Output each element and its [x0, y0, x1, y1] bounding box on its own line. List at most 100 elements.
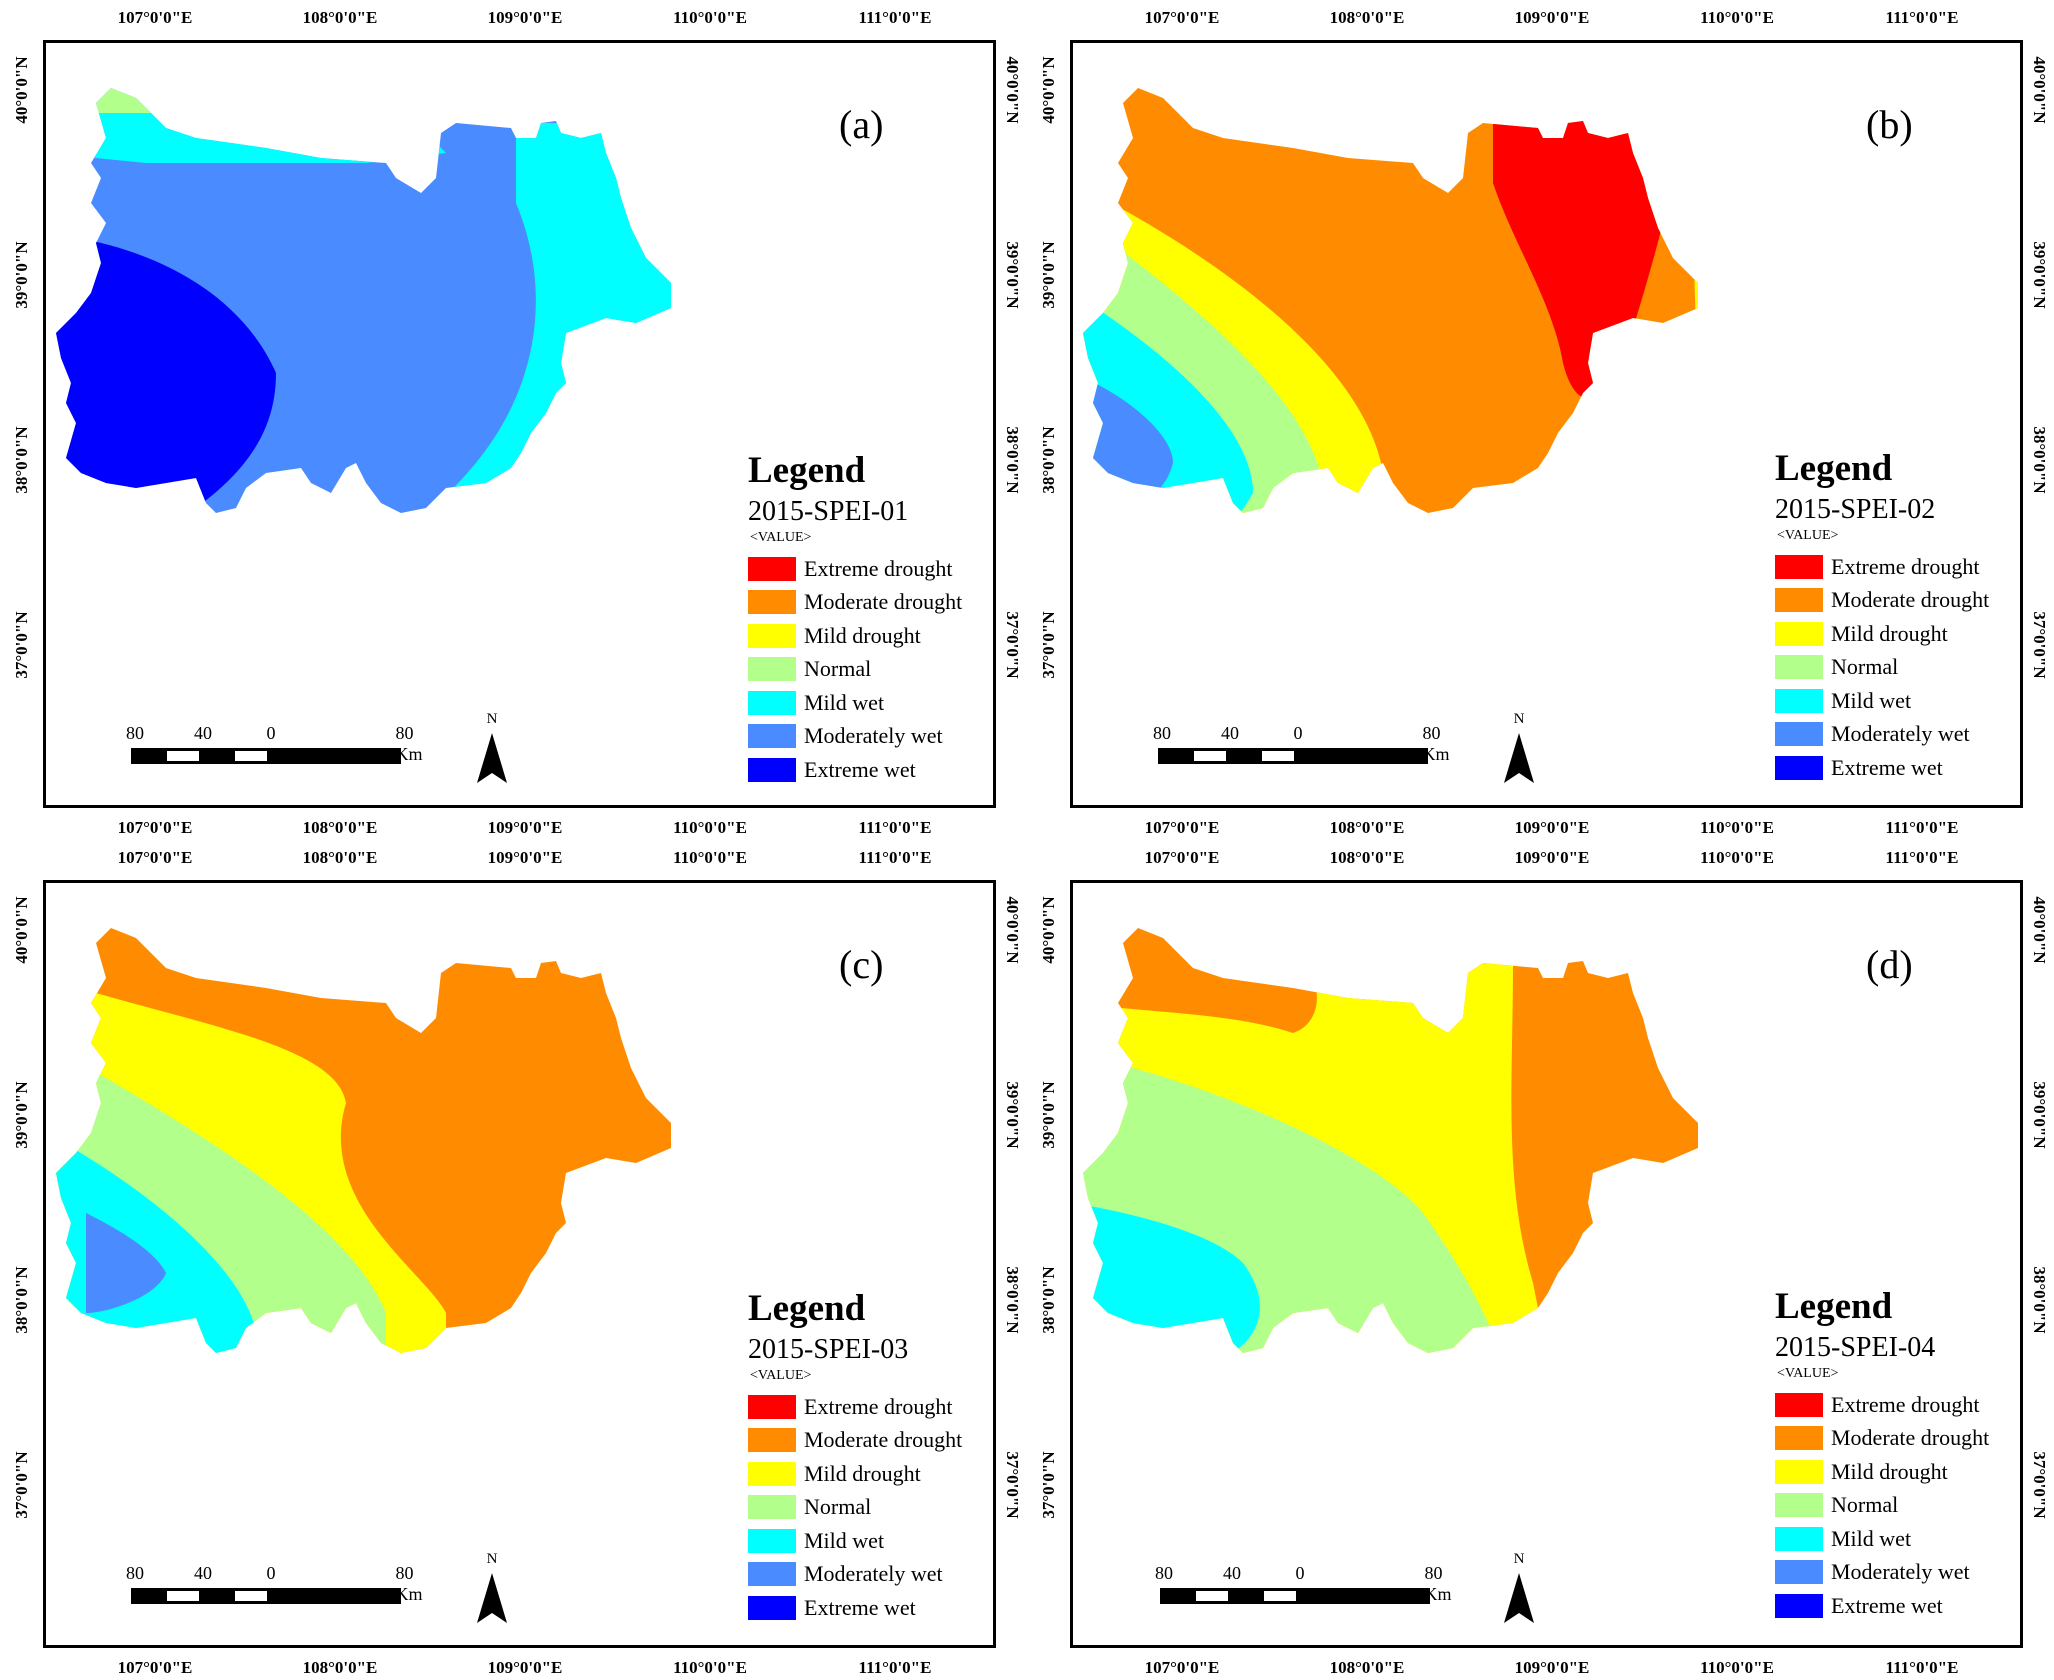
lon-tick: 109°0'0"E	[1514, 818, 1590, 837]
scale-label: 0	[266, 1563, 276, 1583]
lat-tick: 38°0'0"N	[12, 1266, 31, 1334]
legend-item-label: Extreme drought	[804, 1393, 953, 1419]
legend-item: Mild drought	[1775, 1455, 2020, 1489]
legend-item-label: Extreme wet	[804, 1594, 916, 1620]
legend-subtitle: 2015-SPEI-01	[748, 496, 909, 527]
legend-item: Normal	[1775, 1489, 2020, 1523]
legend-title: Legend	[1775, 448, 1893, 489]
lat-tick: 39°0'0"N	[12, 1081, 31, 1149]
legend-item: Extreme drought	[1775, 550, 2020, 584]
lat-tick: 39°0'0"N	[12, 241, 31, 309]
legend-item-label: Moderately wet	[804, 723, 943, 749]
legend-subtitle: 2015-SPEI-02	[1775, 494, 1936, 525]
lon-tick: 109°0'0"E	[1514, 8, 1590, 27]
legend-value-label: <VALUE>	[750, 530, 812, 545]
legend-item-label: Mild drought	[804, 622, 921, 648]
lat-tick: 39°0'0"N	[1003, 241, 1022, 309]
lon-tick: 110°0'0"E	[1700, 818, 1774, 837]
scale-label: 40	[194, 1563, 212, 1583]
lat-tick: 39°0'0"N	[1039, 1081, 1058, 1149]
lat-tick: 37°0'0"N	[12, 1451, 31, 1519]
legend-swatch	[748, 1595, 796, 1620]
lat-tick: 40°0'0"N	[1003, 896, 1022, 964]
lon-tick: 111°0'0"E	[858, 818, 932, 837]
lat-tick: 40°0'0"N	[1039, 56, 1058, 124]
legend-item-label: Extreme drought	[1831, 1391, 1980, 1417]
legend-swatch	[748, 757, 796, 782]
legend-item-label: Mild drought	[804, 1460, 921, 1486]
lon-tick: 107°0'0"E	[1144, 1658, 1220, 1677]
legend-swatch	[1775, 1526, 1823, 1551]
lon-tick: 108°0'0"E	[1329, 1658, 1405, 1677]
lon-tick: 108°0'0"E	[1329, 848, 1405, 867]
lon-tick: 109°0'0"E	[487, 1658, 563, 1677]
scale-bar: 80 40 0 80 Km	[126, 1563, 431, 1623]
legend-value-label: <VALUE>	[1777, 528, 1839, 543]
north-arrow: N	[1499, 711, 1539, 791]
lon-tick: 107°0'0"E	[117, 1658, 193, 1677]
legend-item: Moderately wet	[748, 1558, 993, 1592]
north-arrow-icon	[1504, 733, 1534, 783]
lon-tick: 107°0'0"E	[117, 8, 193, 27]
panel-label: (a)	[839, 102, 884, 147]
legend-item: Moderately wet	[1775, 718, 2020, 752]
scale-label: 80 Km	[1424, 1563, 1452, 1604]
lon-tick: 111°0'0"E	[858, 8, 932, 27]
lat-tick: 38°0'0"N	[12, 426, 31, 494]
legend-item-label: Extreme wet	[1831, 754, 1943, 780]
map-panel-a: 107°0'0"E 108°0'0"E 109°0'0"E 110°0'0"E …	[0, 0, 1027, 840]
map-frame: (d) Legend 2015-SPEI-04 <VALUE> Extreme …	[1070, 880, 2023, 1648]
legend-item: Mild drought	[748, 619, 993, 653]
legend-swatch	[1775, 755, 1823, 780]
spei-map-d	[1083, 928, 1698, 1353]
scale-label: 80	[126, 1563, 144, 1583]
spei-map-b	[1083, 88, 1698, 513]
legend-item-label: Moderately wet	[804, 1561, 943, 1587]
lat-tick: 39°0'0"N	[1003, 1081, 1022, 1149]
map-frame: (c) Legend 2015-SPEI-03 <VALUE> Extreme …	[43, 880, 996, 1648]
legend-swatch	[1775, 1593, 1823, 1618]
lon-tick: 111°0'0"E	[1885, 1658, 1959, 1677]
lat-tick: 40°0'0"N	[12, 896, 31, 964]
legend-item: Normal	[748, 653, 993, 687]
legend-item: Normal	[748, 1491, 993, 1525]
scale-label: 0	[1295, 1563, 1305, 1583]
lon-tick: 110°0'0"E	[1700, 8, 1774, 27]
lon-tick: 107°0'0"E	[117, 848, 193, 867]
legend-item-label: Normal	[1831, 654, 1899, 680]
lon-tick: 109°0'0"E	[487, 8, 563, 27]
north-arrow: N	[472, 1551, 512, 1631]
lat-tick: 37°0'0"N	[2030, 611, 2049, 679]
scale-bar-graphic	[1158, 748, 1428, 764]
legend-swatch	[748, 1428, 796, 1453]
legend-swatch	[1775, 1426, 1823, 1451]
legend-swatch	[1775, 554, 1823, 579]
lon-tick: 108°0'0"E	[302, 8, 378, 27]
scale-bar: 80 40 0 80 Km	[1153, 723, 1458, 783]
legend-item-label: Normal	[804, 1494, 872, 1520]
scale-label: 40	[1221, 723, 1239, 743]
north-label: N	[1513, 711, 1525, 727]
legend-item-label: Mild wet	[804, 1527, 885, 1553]
scale-bar-graphic	[1160, 1588, 1430, 1604]
legend-subtitle: 2015-SPEI-04	[1775, 1332, 1936, 1363]
legend-item-label: Moderate drought	[804, 1427, 963, 1453]
lon-tick: 107°0'0"E	[1144, 818, 1220, 837]
lat-tick: 37°0'0"N	[1003, 611, 1022, 679]
legend: Legend 2015-SPEI-01 <VALUE> Extreme drou…	[748, 450, 993, 787]
legend-item: Mild drought	[748, 1457, 993, 1491]
legend-item: Moderate drought	[748, 1424, 993, 1458]
legend-swatch	[1775, 1392, 1823, 1417]
legend-item: Extreme drought	[748, 552, 993, 586]
legend-title: Legend	[748, 450, 866, 491]
scale-bar-graphic	[131, 748, 401, 764]
scale-label: 80	[126, 723, 144, 743]
legend-item-label: Moderate drought	[1831, 1425, 1990, 1451]
north-arrow: N	[1499, 1551, 1539, 1631]
legend-item: Mild wet	[1775, 684, 2020, 718]
lat-tick: 37°0'0"N	[1003, 1451, 1022, 1519]
scale-label: 80	[1153, 723, 1171, 743]
legend-item-label: Mild wet	[804, 689, 885, 715]
lon-tick: 111°0'0"E	[1885, 8, 1959, 27]
legend-swatch	[748, 590, 796, 615]
